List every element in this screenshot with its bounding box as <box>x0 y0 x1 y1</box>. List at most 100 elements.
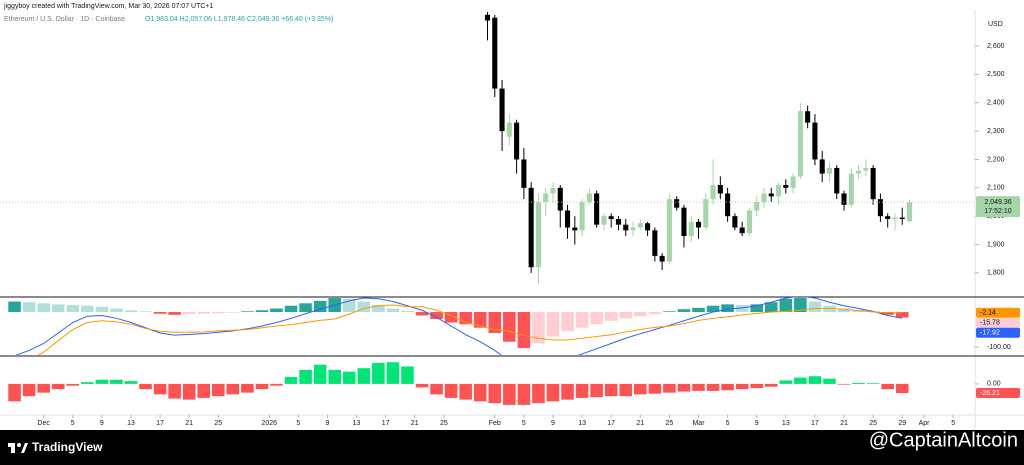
candle-body <box>521 159 527 188</box>
x-tick-label: 21 <box>636 420 644 427</box>
brand: TradingView <box>32 440 103 454</box>
macd <box>8 297 909 355</box>
candle-body <box>528 187 534 268</box>
oscillator-bar <box>735 383 749 390</box>
candle-body <box>645 223 651 231</box>
histogram-bar <box>95 306 109 313</box>
y-tick-label: 0.00 <box>987 381 1001 388</box>
value-label: -15.78 <box>980 320 1000 327</box>
oscillator-bar <box>866 383 880 384</box>
x-tick-label: Feb <box>489 420 501 427</box>
oscillator-bar <box>619 383 633 397</box>
x-tick-label: 9 <box>325 420 329 427</box>
histogram-bar <box>401 310 414 313</box>
candle-body <box>783 184 789 188</box>
candle-body <box>885 216 891 220</box>
oscillator-bar <box>444 383 458 398</box>
x-tick-label: Apr <box>919 420 931 427</box>
value-label-box <box>976 327 1020 338</box>
histogram-bar <box>590 312 603 325</box>
candle-body <box>870 167 876 200</box>
oscillator-bar <box>517 383 531 405</box>
candle-body <box>703 199 709 228</box>
oscillator-bar <box>212 383 225 397</box>
candle-body <box>790 176 796 188</box>
candle-body <box>834 167 840 194</box>
histogram-bar <box>735 305 749 313</box>
histogram-bar <box>313 300 327 313</box>
candle-body <box>674 199 680 208</box>
x-tick-label: 25 <box>869 420 877 427</box>
candle-body <box>623 224 629 231</box>
x-tick-label: 21 <box>840 420 848 427</box>
histogram-bar <box>415 312 429 316</box>
oscillator-bar <box>764 383 778 387</box>
histogram-bar <box>546 312 560 337</box>
histogram-bar <box>197 312 211 314</box>
candle-body <box>841 193 847 205</box>
indicator-line <box>15 297 903 355</box>
oscillator-bar <box>386 362 400 384</box>
candle-body <box>732 216 738 228</box>
histogram-bar <box>153 312 167 314</box>
watermark: @CaptainAltcoin <box>869 429 1018 451</box>
x-tick-label: 13 <box>353 420 361 427</box>
oscillator-bar <box>401 366 414 384</box>
oscillator-bar <box>837 383 851 385</box>
histogram-bar <box>764 302 778 313</box>
x-tick-label: 9 <box>755 420 759 427</box>
oscillator-bar <box>692 383 705 391</box>
candle-body <box>899 217 905 220</box>
value-label: -17.92 <box>980 330 1000 337</box>
oscillator-bar <box>153 383 167 395</box>
oscillator-bar <box>430 383 443 395</box>
footer-bar <box>0 430 1024 465</box>
x-tick-label: 25 <box>214 420 222 427</box>
x-tick-label: Mar <box>692 420 705 427</box>
oscillator-bar <box>270 383 283 386</box>
x-tick-label: 5 <box>522 420 526 427</box>
histogram-bar <box>37 303 50 313</box>
histogram-bar <box>721 304 734 313</box>
histogram-bar <box>517 312 531 349</box>
oscillator-bar <box>852 382 865 384</box>
x-tick-label: 9 <box>551 420 555 427</box>
candle-body <box>775 184 782 197</box>
x-tick-label: Dec <box>37 420 50 427</box>
oscillator-bar <box>284 376 298 384</box>
histogram-bar <box>226 312 240 313</box>
y-tick-label: 2,100 <box>987 185 1005 192</box>
histogram-bar <box>604 312 618 321</box>
histogram-bar <box>8 301 21 313</box>
y-tick-label: -100.00 <box>987 344 1011 351</box>
currency: USD <box>988 21 1003 28</box>
histogram-bar <box>837 308 851 313</box>
histogram-bar <box>503 312 516 342</box>
candle-body <box>892 217 898 220</box>
x-tick-label: 17 <box>811 420 819 427</box>
histogram-bar <box>692 307 705 313</box>
histogram-bar <box>372 305 385 313</box>
candle-body <box>710 184 716 200</box>
candle-body <box>819 159 825 174</box>
candle-body <box>572 227 578 231</box>
indicator-line <box>37 304 903 355</box>
histogram-bar <box>677 309 691 313</box>
oscillator-bar <box>648 383 662 394</box>
candle-body <box>768 193 774 197</box>
candle-body <box>826 167 833 174</box>
y-tick-label: 1,800 <box>987 270 1005 277</box>
candle-body <box>550 187 556 194</box>
candle-body <box>535 201 541 268</box>
oscillator-bar <box>37 383 50 393</box>
oscillator-bar <box>503 383 516 405</box>
candle-body <box>906 202 913 221</box>
value-label-box <box>976 388 1020 399</box>
histogram-bar <box>619 312 633 319</box>
oscillator-bar <box>51 383 65 390</box>
last-price-label: 2,049.36 <box>984 199 1011 206</box>
x-tick-label: 25 <box>440 420 448 427</box>
histogram-bar <box>750 304 763 313</box>
candle-body <box>564 210 571 228</box>
ohlc: O1,983.04 H2,057.06 L1,978.46 C2,049.36 … <box>145 16 333 23</box>
